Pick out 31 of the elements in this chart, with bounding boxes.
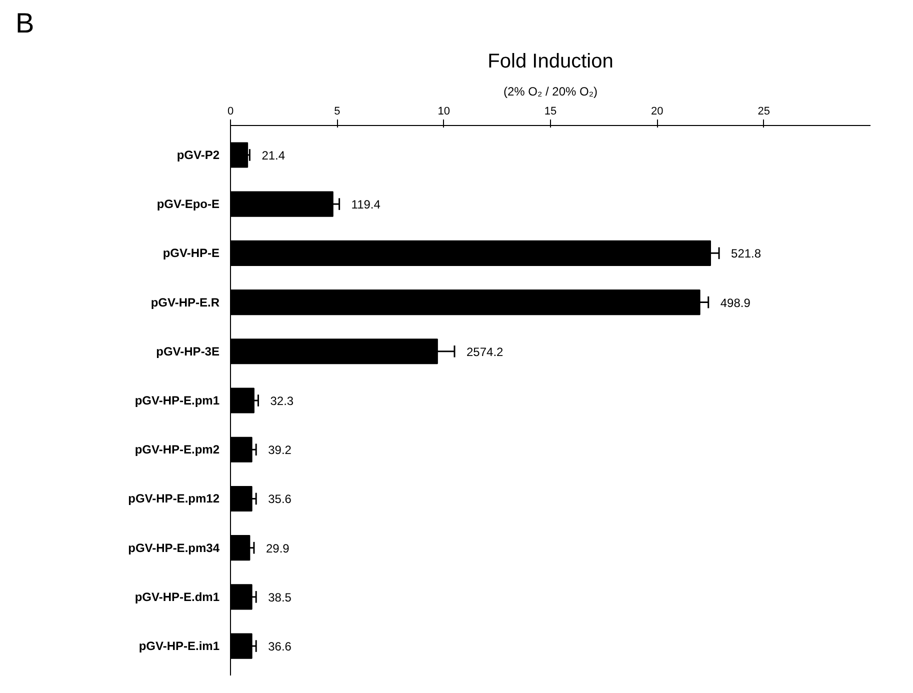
text: B xyxy=(16,8,34,38)
y-tick-label: pGV-HP-3E xyxy=(156,344,220,358)
annotation: 39.2 xyxy=(268,443,292,458)
x-tick-label: 25 xyxy=(758,106,770,118)
x-tick-label: 5 xyxy=(334,106,340,118)
annotation: 38.5 xyxy=(268,590,292,604)
y-tick-label: pGV-HP-E xyxy=(162,246,220,260)
chart-title: Fold Induction xyxy=(488,50,614,72)
y-tick-label: pGV-HP-E.dm1 xyxy=(134,590,220,604)
annotation: 498.9 xyxy=(720,296,751,310)
chart-subtitle: (2% O₂ / 20% O₂) xyxy=(503,84,598,98)
y-tick-label: pGV-HP-E.pm34 xyxy=(128,540,220,555)
y-tick-label: pGV-HP-E.pm12 xyxy=(128,492,220,506)
annotation: 21.4 xyxy=(262,148,286,162)
annotation: 119.4 xyxy=(351,198,381,212)
annotation: 36.6 xyxy=(268,640,292,654)
annotation: 29.9 xyxy=(266,541,290,556)
annotation: 32.3 xyxy=(270,394,294,408)
x-tick-label: 15 xyxy=(544,106,557,118)
x-tick-label: 10 xyxy=(438,106,450,118)
x-tick-label: 0 xyxy=(227,106,234,118)
annotation: 2574.2 xyxy=(466,344,504,359)
y-tick-label: pGV-HP-E.R xyxy=(150,295,220,310)
y-tick-label: pGV-Epo-E xyxy=(156,197,220,212)
x-tick-label: 20 xyxy=(651,106,664,118)
y-tick-label: pGV-P2 xyxy=(176,148,220,162)
annotation: 521.8 xyxy=(731,246,762,261)
annotation: 35.6 xyxy=(268,492,292,506)
y-tick-label: pGV-HP-E.im1 xyxy=(138,639,220,654)
y-tick-label: pGV-HP-E.pm1 xyxy=(134,394,220,408)
y-tick-label: pGV-HP-E.pm2 xyxy=(134,442,220,457)
